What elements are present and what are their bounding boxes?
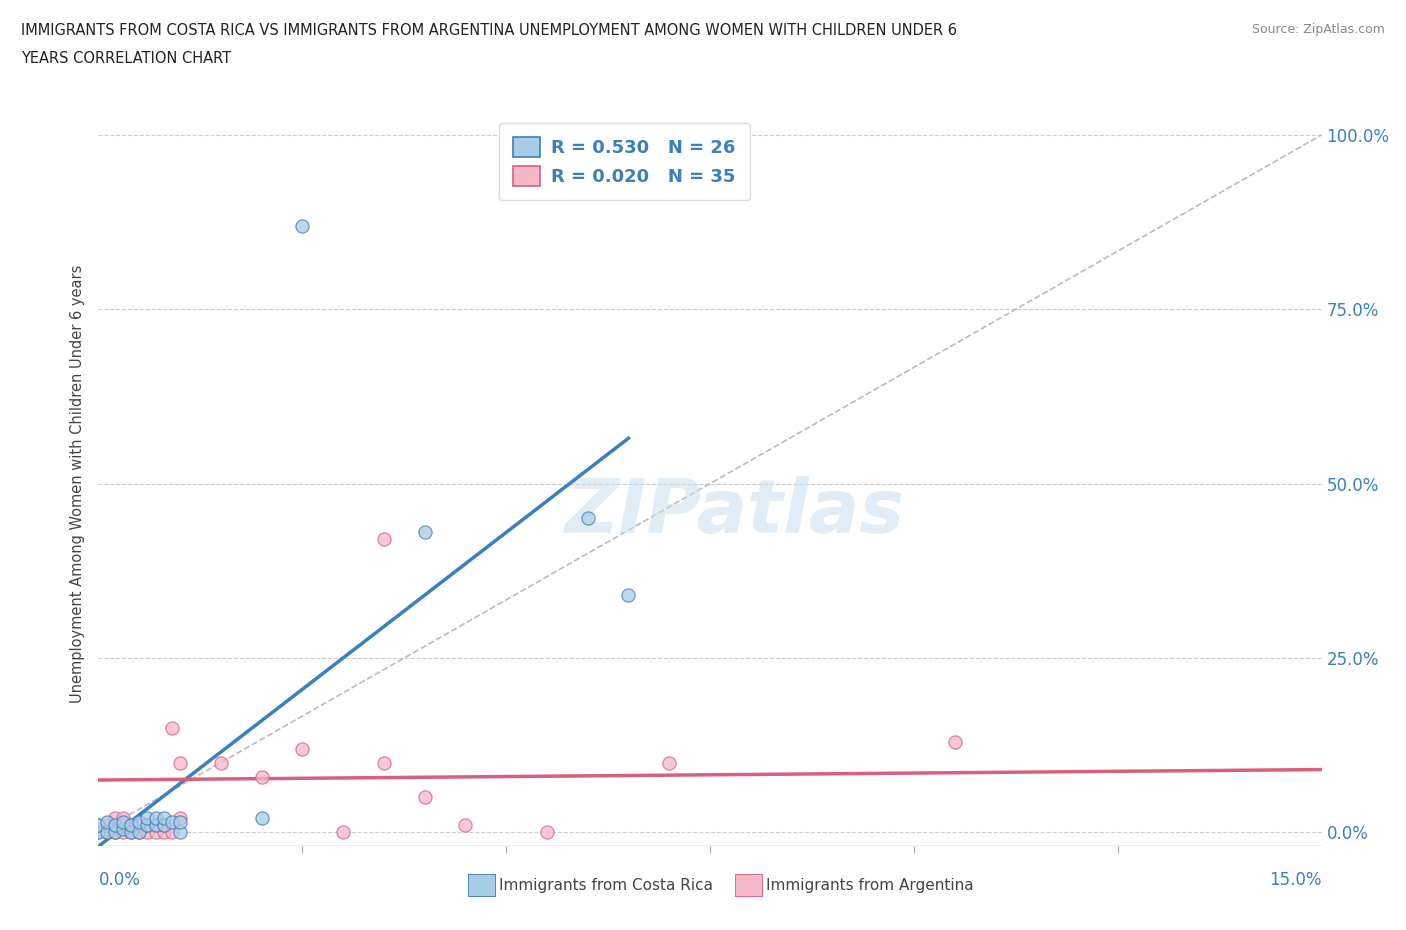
- Point: [96, 825, 118, 840]
- Point: [152, 818, 174, 833]
- Point: [169, 815, 191, 830]
- Text: IMMIGRANTS FROM COSTA RICA VS IMMIGRANTS FROM ARGENTINA UNEMPLOYMENT AMONG WOMEN: IMMIGRANTS FROM COSTA RICA VS IMMIGRANTS…: [21, 23, 957, 38]
- Point: [136, 818, 159, 833]
- Y-axis label: Unemployment Among Women with Children Under 6 years: Unemployment Among Women with Children U…: [70, 264, 86, 703]
- Point: [111, 825, 134, 840]
- Point: [152, 811, 174, 826]
- Point: [658, 755, 681, 770]
- Point: [169, 825, 191, 840]
- Point: [145, 818, 167, 833]
- Point: [136, 818, 159, 833]
- Text: Immigrants from Costa Rica: Immigrants from Costa Rica: [499, 878, 713, 894]
- Point: [120, 818, 142, 833]
- Point: [96, 815, 118, 830]
- Point: [454, 818, 477, 833]
- Point: [104, 825, 127, 840]
- Point: [291, 219, 314, 233]
- Point: [413, 790, 436, 805]
- Point: [128, 815, 150, 830]
- Point: [104, 811, 127, 826]
- Point: [373, 532, 395, 547]
- Point: [152, 825, 174, 840]
- Point: [104, 818, 127, 833]
- Point: [111, 811, 134, 826]
- Point: [96, 825, 118, 840]
- Point: [943, 735, 966, 750]
- Point: [145, 825, 167, 840]
- Point: [576, 512, 599, 526]
- Point: [169, 755, 191, 770]
- Point: [152, 818, 174, 833]
- Point: [120, 818, 142, 833]
- Text: 0.0%: 0.0%: [98, 870, 141, 889]
- Point: [87, 825, 110, 840]
- Point: [111, 821, 134, 836]
- Point: [160, 721, 183, 736]
- Point: [373, 755, 395, 770]
- Point: [160, 815, 183, 830]
- Point: [169, 811, 191, 826]
- Point: [536, 825, 558, 840]
- Text: 15.0%: 15.0%: [1270, 870, 1322, 889]
- Point: [87, 825, 110, 840]
- Point: [87, 818, 110, 833]
- Point: [250, 811, 273, 826]
- Legend: R = 0.530   N = 26, R = 0.020   N = 35: R = 0.530 N = 26, R = 0.020 N = 35: [499, 123, 749, 200]
- Point: [209, 755, 232, 770]
- Point: [145, 811, 167, 826]
- Point: [160, 825, 183, 840]
- Point: [96, 818, 118, 833]
- Point: [87, 818, 110, 833]
- Point: [291, 741, 314, 756]
- Point: [128, 818, 150, 833]
- Point: [104, 818, 127, 833]
- Text: Source: ZipAtlas.com: Source: ZipAtlas.com: [1251, 23, 1385, 36]
- Point: [617, 588, 640, 603]
- Point: [120, 825, 142, 840]
- Point: [413, 525, 436, 540]
- Point: [332, 825, 354, 840]
- Text: Immigrants from Argentina: Immigrants from Argentina: [766, 878, 974, 894]
- Text: YEARS CORRELATION CHART: YEARS CORRELATION CHART: [21, 51, 231, 66]
- Point: [128, 825, 150, 840]
- Point: [111, 818, 134, 833]
- Point: [111, 815, 134, 830]
- Point: [145, 818, 167, 833]
- Point: [128, 825, 150, 840]
- Text: ZIPatlas: ZIPatlas: [564, 476, 904, 549]
- Point: [104, 825, 127, 840]
- Point: [136, 825, 159, 840]
- Point: [120, 825, 142, 840]
- Point: [250, 769, 273, 784]
- Point: [136, 811, 159, 826]
